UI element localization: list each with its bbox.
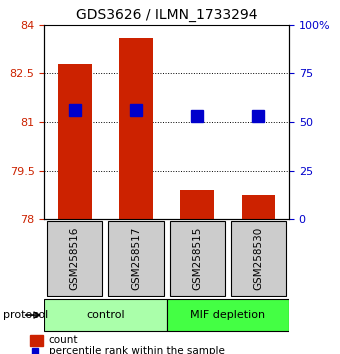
Bar: [119, 38, 153, 219]
FancyBboxPatch shape: [170, 221, 225, 296]
FancyBboxPatch shape: [47, 221, 102, 296]
Bar: [241, 195, 275, 219]
Bar: [30, 335, 42, 346]
Text: MIF depletion: MIF depletion: [190, 310, 265, 320]
Text: GSM258517: GSM258517: [131, 227, 141, 290]
Text: GSM258516: GSM258516: [70, 227, 80, 290]
Text: percentile rank within the sample: percentile rank within the sample: [49, 346, 224, 354]
Text: protocol: protocol: [3, 310, 49, 320]
FancyBboxPatch shape: [44, 299, 167, 331]
Text: GSM258515: GSM258515: [192, 227, 202, 290]
FancyBboxPatch shape: [231, 221, 286, 296]
Text: count: count: [49, 335, 78, 345]
FancyBboxPatch shape: [108, 221, 164, 296]
Text: control: control: [86, 310, 125, 320]
Bar: [180, 190, 214, 219]
FancyBboxPatch shape: [167, 299, 289, 331]
Bar: [58, 64, 92, 219]
Text: GSM258530: GSM258530: [253, 227, 264, 290]
Title: GDS3626 / ILMN_1733294: GDS3626 / ILMN_1733294: [76, 8, 257, 22]
